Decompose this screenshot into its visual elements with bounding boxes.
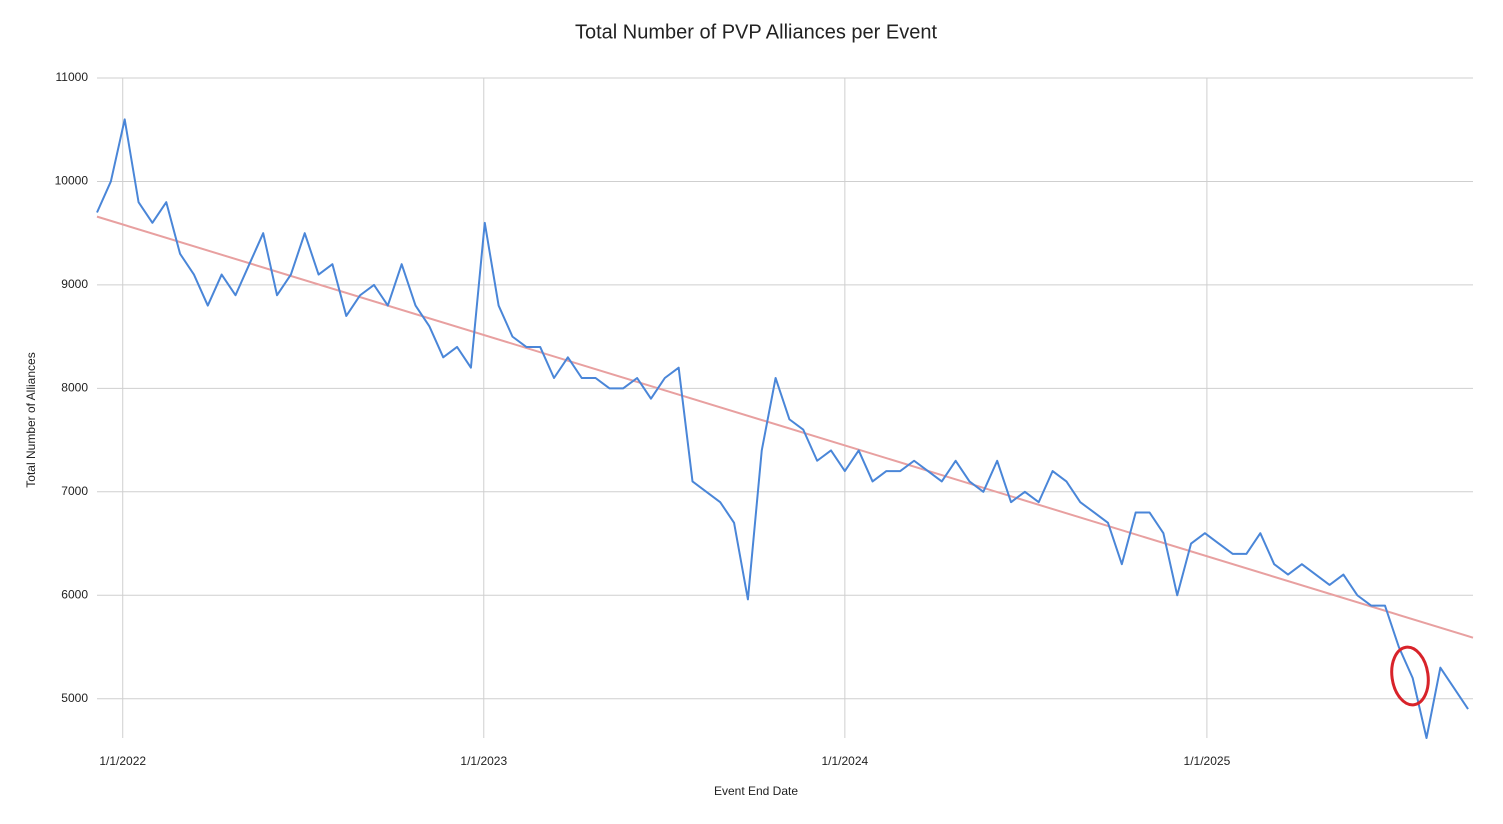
- trend-line: [96, 215, 1474, 639]
- x-tick-label: 1/1/2024: [821, 754, 868, 768]
- data-line: [96, 118, 1469, 739]
- grid: [97, 77, 1473, 738]
- plot-area: [96, 118, 1474, 739]
- y-tick-label: 7000: [61, 484, 88, 498]
- y-tick-label: 8000: [61, 381, 88, 395]
- highlight-circle: [1390, 645, 1430, 707]
- y-axis-label: Total Number of Alliances: [24, 352, 38, 487]
- y-tick-label: 6000: [61, 587, 88, 601]
- y-tick-label: 10000: [55, 174, 89, 188]
- y-tick-label: 9000: [61, 277, 88, 291]
- x-tick-label: 1/1/2023: [460, 754, 507, 768]
- chart-title: Total Number of PVP Alliances per Event: [575, 21, 937, 43]
- x-axis-label: Event End Date: [714, 784, 798, 798]
- x-tick-label: 1/1/2025: [1184, 754, 1231, 768]
- y-tick-label: 11000: [56, 70, 89, 84]
- y-tick-label: 5000: [61, 691, 88, 705]
- x-tick-label: 1/1/2022: [99, 754, 146, 768]
